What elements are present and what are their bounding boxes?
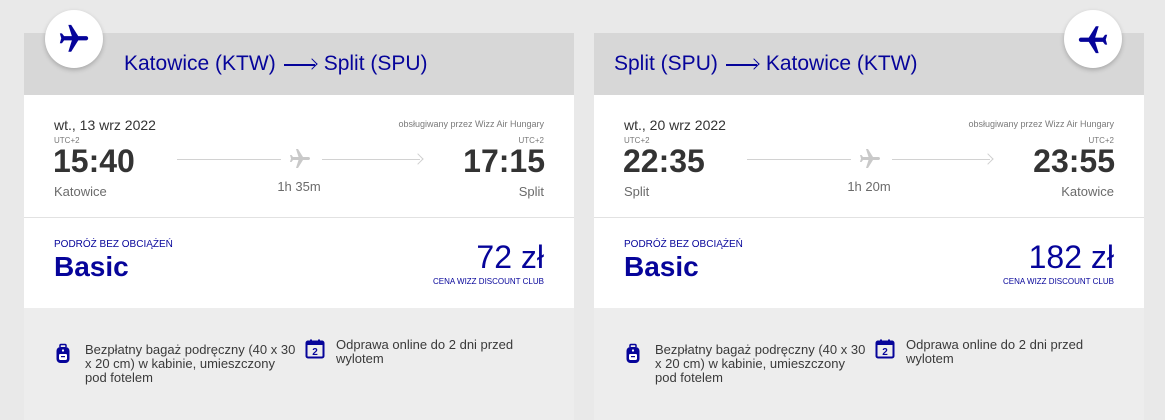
airplane-icon [858,147,882,176]
route-from: Katowice (KTW) [124,52,276,76]
route-line [747,159,851,160]
operator-text: obsługiwany przez Wizz Air Hungary [968,119,1114,129]
route-arrow-icon [282,58,318,70]
price-note: CENA WIZZ DISCOUNT CLUB [433,277,544,286]
route-line [892,159,990,160]
calendar-number: 2 [312,347,318,358]
calendar-icon: 2 [875,339,895,364]
flight-details: wt., 20 wrz 2022 obsługiwany przez Wizz … [594,95,1144,218]
fare-section: PODRÓŻ BEZ OBCIĄŻEŃ Basic 72 zł CENA WIZ… [24,218,574,308]
arrival-time: 23:55 [1033,143,1115,180]
fare-label: PODRÓŻ BEZ OBCIĄŻEŃ [54,239,173,250]
fare-label: PODRÓŻ BEZ OBCIĄŻEŃ [624,239,743,250]
card-header: Katowice (KTW) Split (SPU) [24,33,574,95]
arrival-time: 17:15 [463,143,545,180]
fare-name: Basic [624,251,699,283]
departure-time: 15:40 [53,143,135,180]
arrow-right-icon [412,153,423,164]
backpack-icon [55,343,71,370]
flight-card-outbound: Katowice (KTW) Split (SPU) wt., 13 wrz 2… [24,33,574,420]
arrival-city: Split [519,184,544,199]
departure-city: Katowice [54,184,107,199]
benefits-section: Bezpłatny bagaż podręczny (40 x 30 x 20 … [24,308,574,420]
backpack-icon [625,343,641,370]
airplane-badge [45,10,103,68]
calendar-number: 2 [882,347,888,358]
airplane-icon [57,22,91,56]
arrow-right-icon [982,153,993,164]
airplane-icon [288,147,312,176]
fare-name: Basic [54,251,129,283]
flight-date: wt., 13 wrz 2022 [54,117,156,133]
benefit-bag-text: Bezpłatny bagaż podręczny (40 x 30 x 20 … [85,343,300,385]
route-title: Katowice (KTW) Split (SPU) [124,52,428,76]
airplane-icon [1076,22,1110,56]
departure-time: 22:35 [623,143,705,180]
price-note: CENA WIZZ DISCOUNT CLUB [1003,277,1114,286]
benefit-checkin-text: Odprawa online do 2 dni przed wylotem [336,338,536,366]
price: 72 zł [476,239,544,276]
flight-card-return: Split (SPU) Katowice (KTW) wt., 20 wrz 2… [594,33,1144,420]
route-to: Split (SPU) [324,52,428,76]
route-from: Split (SPU) [614,52,718,76]
route-line [322,159,420,160]
route-line [177,159,281,160]
flight-details: wt., 13 wrz 2022 obsługiwany przez Wizz … [24,95,574,218]
fare-section: PODRÓŻ BEZ OBCIĄŻEŃ Basic 182 zł CENA WI… [594,218,1144,308]
route-to: Katowice (KTW) [766,52,918,76]
departure-city: Split [624,184,649,199]
calendar-icon: 2 [305,339,325,364]
route-arrow-icon [724,58,760,70]
airplane-badge [1064,10,1122,68]
operator-text: obsługiwany przez Wizz Air Hungary [398,119,544,129]
benefits-section: Bezpłatny bagaż podręczny (40 x 30 x 20 … [594,308,1144,420]
card-header: Split (SPU) Katowice (KTW) [594,33,1144,95]
benefit-bag-text: Bezpłatny bagaż podręczny (40 x 30 x 20 … [655,343,870,385]
benefit-checkin-text: Odprawa online do 2 dni przed wylotem [906,338,1106,366]
route-title: Split (SPU) Katowice (KTW) [614,52,918,76]
flight-date: wt., 20 wrz 2022 [624,117,726,133]
price: 182 zł [1029,239,1114,276]
arrival-city: Katowice [1061,184,1114,199]
